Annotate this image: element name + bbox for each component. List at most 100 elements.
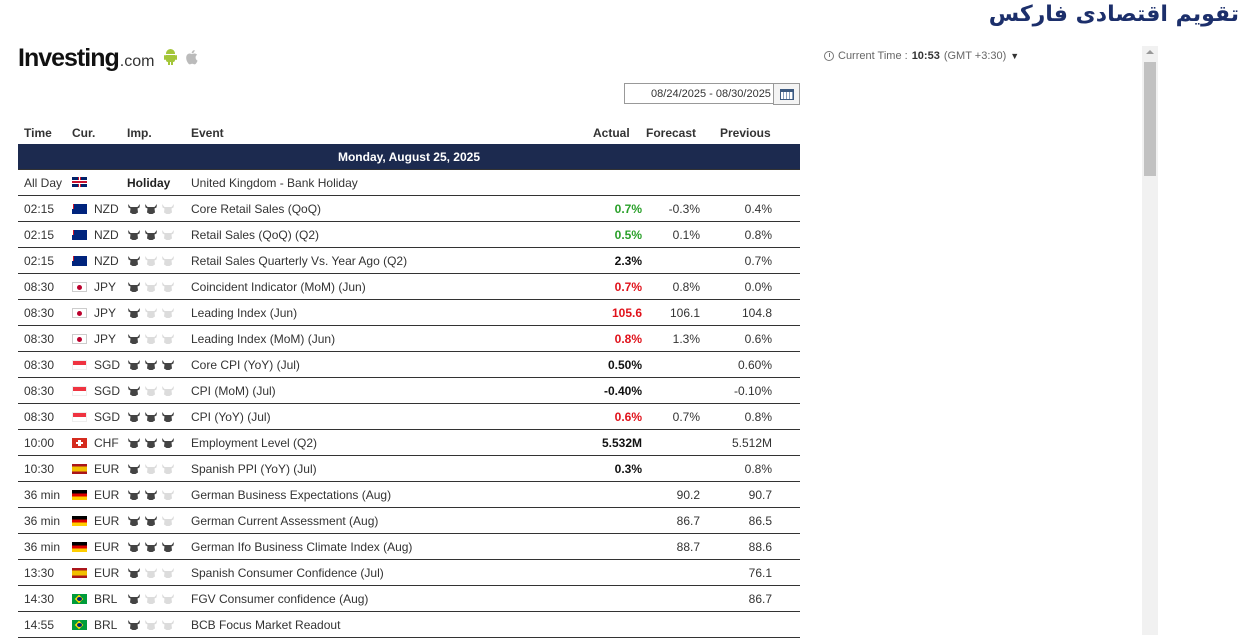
event-name[interactable]: German Business Expectations (Aug): [191, 481, 593, 508]
de-flag-icon: [72, 489, 87, 500]
table-row[interactable]: 08:30 JPY Coincident Indicator (MoM) (Jun)…: [18, 273, 800, 300]
table-row[interactable]: 14:30 BRL FGV Consumer confidence (Aug) 86.…: [18, 585, 800, 612]
event-name[interactable]: Leading Index (MoM) (Jun): [191, 325, 593, 352]
table-row[interactable]: 13:30 EUR Spanish Consumer Confidence (Jul…: [18, 559, 800, 586]
bull-icon: [145, 620, 157, 630]
day-header-row: Monday, August 25, 2025: [18, 144, 800, 170]
table-row[interactable]: 02:15 NZD Retail Sales (QoQ) (Q2) 0.5% 0.1% 0…: [18, 221, 800, 248]
previous-value: 0.4%: [720, 195, 800, 222]
event-name[interactable]: Retail Sales (QoQ) (Q2): [191, 221, 593, 248]
currency-cell: BRL: [72, 585, 127, 612]
scrollbar[interactable]: [1142, 46, 1158, 635]
current-time[interactable]: Current Time : 10:53 (GMT +3:30) ▼: [824, 50, 1019, 62]
currency-code: SGD: [94, 357, 121, 372]
header-event: Event: [191, 126, 224, 140]
event-time: 02:15: [18, 247, 72, 274]
currency-code: JPY: [94, 331, 117, 346]
currency-cell: SGD: [72, 351, 127, 378]
table-row[interactable]: 36 min EUR German Ifo Business Climate Ind…: [18, 533, 800, 560]
actual-value: 0.8%: [593, 325, 646, 352]
header-previous: Previous: [720, 126, 771, 140]
previous-value: 76.1: [720, 559, 800, 586]
android-icon[interactable]: [164, 49, 177, 65]
bull-icon: [162, 360, 174, 370]
previous-value: 0.60%: [720, 351, 800, 378]
importance-cell: [127, 481, 191, 508]
bull-icon: [128, 230, 140, 240]
event-name[interactable]: German Ifo Business Climate Index (Aug): [191, 533, 593, 560]
currency-cell: JPY: [72, 325, 127, 352]
table-row[interactable]: 02:15 NZD Retail Sales Quarterly Vs. Year …: [18, 247, 800, 274]
date-range-input[interactable]: 08/24/2025 - 08/30/2025: [624, 83, 798, 104]
actual-value: [593, 585, 646, 612]
timezone: (GMT +3:30): [943, 50, 1007, 62]
header-time: Time: [24, 126, 52, 140]
bull-icon: [162, 620, 174, 630]
event-name[interactable]: Leading Index (Jun): [191, 299, 593, 326]
actual-value: 0.5%: [593, 221, 646, 248]
header-importance: Imp.: [127, 126, 152, 140]
currency-cell: BRL: [72, 611, 127, 638]
table-row[interactable]: 02:15 NZD Core Retail Sales (QoQ) 0.7% -0.3%…: [18, 195, 800, 222]
bull-icon: [162, 386, 174, 396]
table-row[interactable]: 10:00 CHF Employment Level (Q2) 5.532M 5.512…: [18, 429, 800, 456]
currency-code: NZD: [94, 201, 119, 216]
apple-icon[interactable]: [185, 49, 198, 65]
es-flag-icon: [72, 463, 87, 474]
sg-flag-icon: [72, 411, 87, 422]
event-name[interactable]: Retail Sales Quarterly Vs. Year Ago (Q2): [191, 247, 593, 274]
actual-value: 0.6%: [593, 403, 646, 430]
header-actual: Actual: [593, 126, 630, 140]
bull-icon: [145, 230, 157, 240]
scroll-thumb[interactable]: [1144, 62, 1156, 176]
previous-value: 5.512M: [720, 429, 800, 456]
bull-icon: [145, 308, 157, 318]
table-row[interactable]: 36 min EUR German Business Expectations (A…: [18, 481, 800, 508]
event-time: 13:30: [18, 559, 72, 586]
event-name[interactable]: Employment Level (Q2): [191, 429, 593, 456]
event-name[interactable]: Core Retail Sales (QoQ): [191, 195, 593, 222]
actual-value: -0.40%: [593, 377, 646, 404]
table-row[interactable]: 10:30 EUR Spanish PPI (YoY) (Jul) 0.3% 0.8%: [18, 455, 800, 482]
jp-flag-icon: [72, 333, 87, 344]
importance-cell: [127, 247, 191, 274]
importance-cell: [127, 273, 191, 300]
table-row[interactable]: 08:30 SGD CPI (MoM) (Jul) -0.40% -0.10%: [18, 377, 800, 404]
event-name[interactable]: Spanish PPI (YoY) (Jul): [191, 455, 593, 482]
actual-value: [593, 481, 646, 508]
table-row[interactable]: 08:30 SGD Core CPI (YoY) (Jul) 0.50% 0.60%: [18, 351, 800, 378]
event-name[interactable]: United Kingdom - Bank Holiday: [191, 169, 593, 196]
actual-value: 0.3%: [593, 455, 646, 482]
actual-value: [593, 559, 646, 586]
currency-cell: SGD: [72, 403, 127, 430]
bull-icon: [162, 568, 174, 578]
event-name[interactable]: Core CPI (YoY) (Jul): [191, 351, 593, 378]
event-name[interactable]: FGV Consumer confidence (Aug): [191, 585, 593, 612]
table-row[interactable]: 14:55 BRL BCB Focus Market Readout: [18, 611, 800, 638]
event-time: 08:30: [18, 377, 72, 404]
previous-value: 0.8%: [720, 455, 800, 482]
chevron-down-icon[interactable]: ▼: [1010, 51, 1020, 61]
scroll-up-icon[interactable]: [1146, 50, 1154, 54]
importance-cell: [127, 559, 191, 586]
investing-logo[interactable]: Investing .com: [18, 44, 154, 72]
de-flag-icon: [72, 515, 87, 526]
bull-icon: [162, 412, 174, 422]
holiday-row[interactable]: All Day Holiday United Kingdom - Bank Ho…: [18, 169, 800, 196]
event-name[interactable]: CPI (MoM) (Jul): [191, 377, 593, 404]
event-name[interactable]: German Current Assessment (Aug): [191, 507, 593, 534]
bull-icon: [145, 490, 157, 500]
event-name[interactable]: CPI (YoY) (Jul): [191, 403, 593, 430]
currency-cell: EUR: [72, 559, 127, 586]
table-row[interactable]: 08:30 JPY Leading Index (MoM) (Jun) 0.8% 1.3…: [18, 325, 800, 352]
forecast-value: 0.7%: [646, 403, 720, 430]
event-name[interactable]: Coincident Indicator (MoM) (Jun): [191, 273, 593, 300]
event-name[interactable]: Spanish Consumer Confidence (Jul): [191, 559, 593, 586]
event-name[interactable]: BCB Focus Market Readout: [191, 611, 593, 638]
previous-value: 86.7: [720, 585, 800, 612]
previous-value: 90.7: [720, 481, 800, 508]
table-row[interactable]: 36 min EUR German Current Assessment (Aug)…: [18, 507, 800, 534]
table-row[interactable]: 08:30 JPY Leading Index (Jun) 105.6 106.1 104…: [18, 299, 800, 326]
calendar-button[interactable]: [773, 83, 800, 105]
table-row[interactable]: 08:30 SGD CPI (YoY) (Jul) 0.6% 0.7% 0.8%: [18, 403, 800, 430]
